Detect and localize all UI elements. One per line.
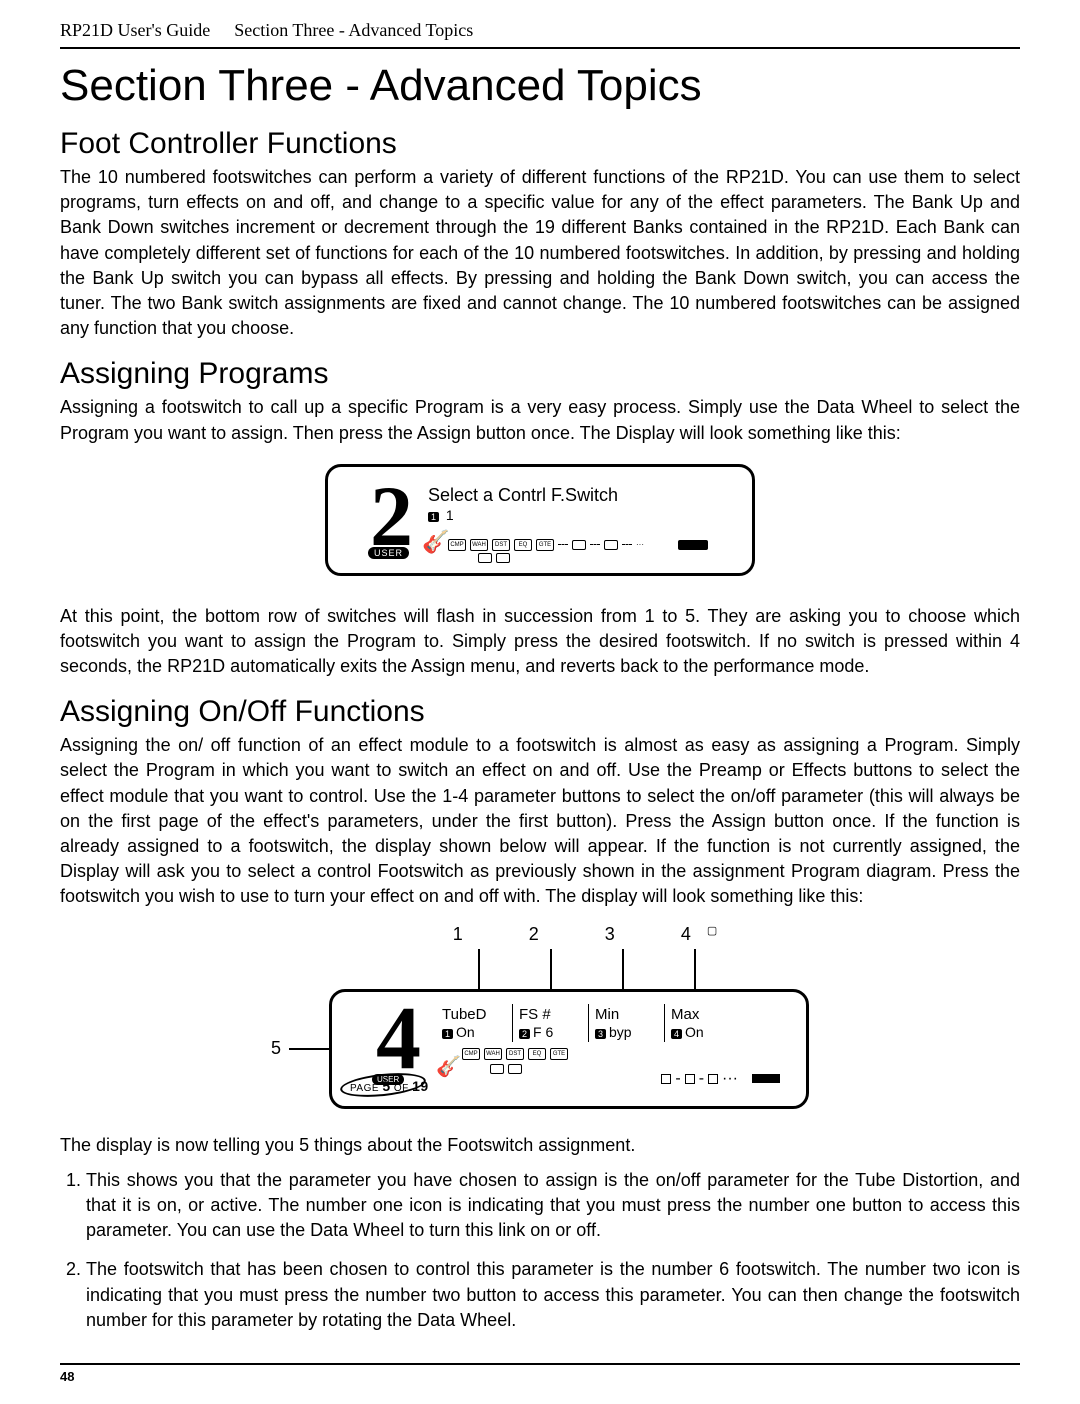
lcd1-prompt-text: Select a Contrl F.Switch	[428, 485, 618, 506]
guitar-icon: 🎸	[422, 529, 449, 555]
callout-lines	[478, 949, 696, 989]
lcd1-user-badge: USER	[368, 547, 409, 559]
lcd2-output-chain: --···	[661, 1070, 780, 1088]
page-number: 48	[60, 1369, 74, 1384]
callout-4: 4	[681, 924, 691, 945]
list-item: The footswitch that has been chosen to c…	[86, 1257, 1020, 1333]
lcd2-page-indicator: PAGE 5 OF 19	[350, 1078, 429, 1094]
paragraph-assign-1: Assigning a footswitch to call up a spec…	[60, 395, 1020, 445]
lcd2-param-1: TubeD 1On	[436, 1004, 512, 1042]
list-item: This shows you that the parameter you ha…	[86, 1168, 1020, 1244]
heading-assigning-onoff: Assigning On/Off Functions	[60, 695, 1020, 729]
paragraph-assign-2: At this point, the bottom row of switche…	[60, 604, 1020, 680]
paragraph-onoff: Assigning the on/ off function of an eff…	[60, 733, 1020, 909]
paragraph-foot-controller: The 10 numbered footswitches can perform…	[60, 165, 1020, 341]
callout-1: 1	[453, 924, 463, 945]
lcd-display-2: 4 USER PAGE 5 OF 19 TubeD 1On FS #	[329, 989, 809, 1109]
page-footer: 48	[60, 1363, 1020, 1384]
header-section-title: Section Three - Advanced Topics	[234, 20, 473, 41]
numbered-list: This shows you that the parameter you ha…	[60, 1168, 1020, 1333]
callout-2: 2	[529, 924, 539, 945]
lcd2-param-columns: TubeD 1On FS # 2F 6 Min 3byp Max 4On	[436, 1004, 740, 1042]
lcd-display-2-group: 1 2 3 4 ▢ 5 4 USER PAGE 5 OF 19	[60, 924, 1020, 1109]
output-icon	[678, 540, 708, 550]
callout-5: 5	[271, 1038, 281, 1059]
lcd2-program-number: 4	[376, 994, 421, 1084]
header-guide: RP21D User's Guide	[60, 20, 210, 41]
lcd2-param-2: FS # 2F 6	[512, 1004, 588, 1042]
lcd2-param-3: Min 3byp	[588, 1004, 664, 1042]
lcd2-module-icons-top: CMPWAHDSTEQGTE	[462, 1048, 568, 1060]
heading-foot-controller: Foot Controller Functions	[60, 127, 1020, 161]
heading-assigning-programs: Assigning Programs	[60, 357, 1020, 391]
paragraph-tell: The display is now telling you 5 things …	[60, 1133, 1020, 1158]
page-title: Section Three - Advanced Topics	[60, 61, 1020, 111]
lcd1-module-icons: CMPWAHDSTEQGTE ···	[448, 539, 708, 551]
output-icon	[752, 1074, 780, 1083]
running-header: RP21D User's Guide Section Three - Advan…	[60, 20, 1020, 49]
lcd1-param-value: 1	[446, 507, 454, 523]
lcd2-param-4: Max 4On	[664, 1004, 740, 1042]
callout-numbers: 1 2 3 4 ▢	[453, 924, 717, 945]
lcd-display-1: 2 USER 🎸 Select a Contrl F.Switch 1 1 CM…	[60, 464, 1020, 576]
lcd1-sub-row: 1 1	[428, 507, 454, 523]
guitar-icon: 🎸	[436, 1054, 461, 1079]
lcd1-param-num-icon: 1	[428, 512, 439, 522]
callout-3: 3	[605, 924, 615, 945]
callout-5-line	[289, 1048, 329, 1050]
lcd1-program-number: 2	[370, 473, 413, 559]
